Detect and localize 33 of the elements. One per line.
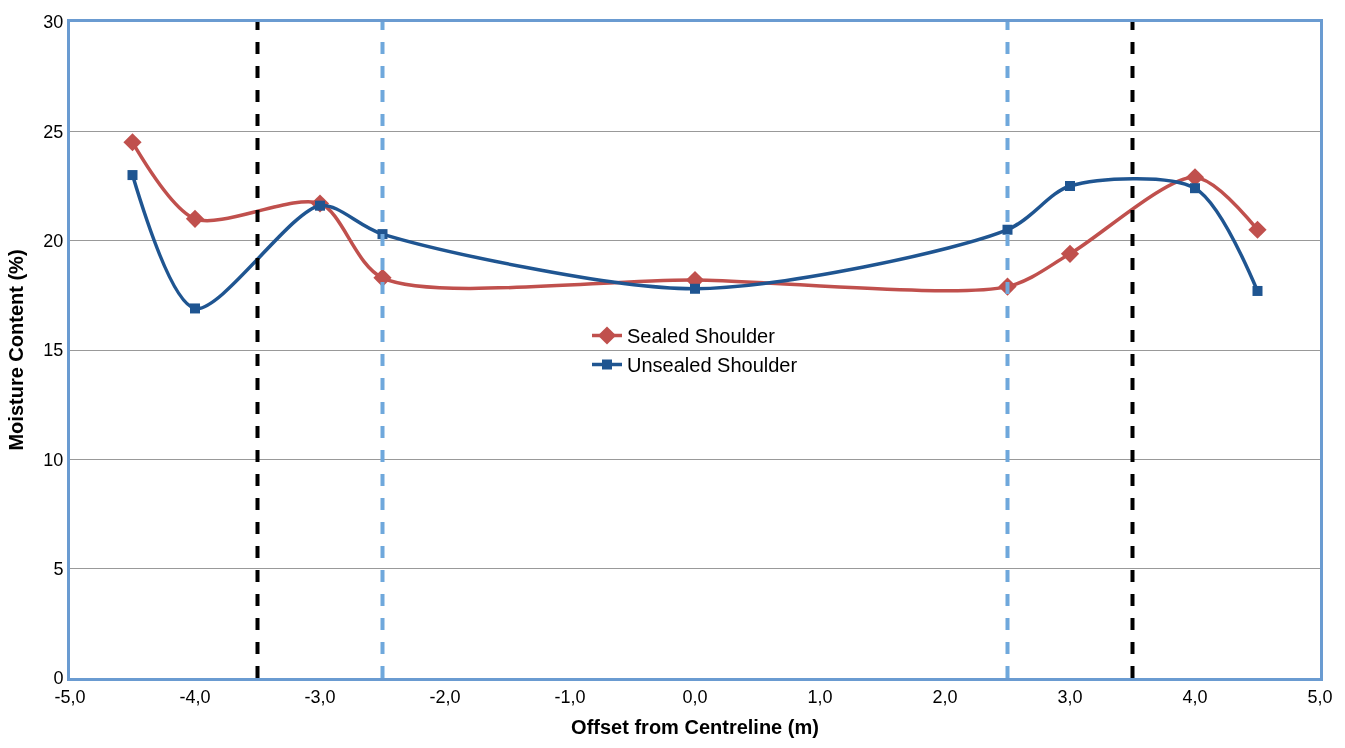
point	[1252, 285, 1263, 296]
point	[1060, 244, 1080, 263]
point	[1248, 220, 1267, 239]
point	[185, 209, 205, 228]
point	[190, 303, 200, 314]
x-tick-label: -3,0	[304, 686, 336, 707]
point	[690, 283, 700, 294]
y-tick-label: 10	[43, 449, 64, 470]
x-tick-label: 5,0	[1307, 686, 1333, 707]
point	[123, 133, 142, 152]
x-tick-label: -1,0	[554, 686, 586, 707]
y-tick-label: 30	[43, 12, 64, 33]
point	[1002, 224, 1013, 235]
x-tick-label: 3,0	[1057, 686, 1083, 707]
x-tick-label: 2,0	[932, 686, 958, 707]
point	[127, 170, 138, 181]
y-tick-label: 5	[53, 558, 64, 579]
x-tick-label: 1,0	[807, 686, 833, 707]
legend-label: Sealed Shoulder	[627, 325, 776, 348]
x-tick-label: -5,0	[54, 686, 86, 707]
x-tick-label: -4,0	[179, 686, 211, 707]
x-axis-title: Offset from Centreline (m)	[571, 716, 819, 739]
x-tick-label: 0,0	[682, 686, 708, 707]
point	[1065, 181, 1075, 191]
point	[1190, 183, 1200, 194]
y-tick-label: 15	[43, 340, 64, 361]
y-tick-label: 20	[43, 230, 64, 251]
y-tick-label: 25	[43, 121, 64, 142]
x-tick-label: 4,0	[1182, 686, 1208, 707]
y-axis-title: Moisture Content (%)	[4, 249, 27, 451]
legend-label: Unsealed Shoulder	[627, 354, 798, 377]
x-tick-label: -2,0	[429, 686, 461, 707]
y-tick-label: 0	[53, 668, 64, 689]
